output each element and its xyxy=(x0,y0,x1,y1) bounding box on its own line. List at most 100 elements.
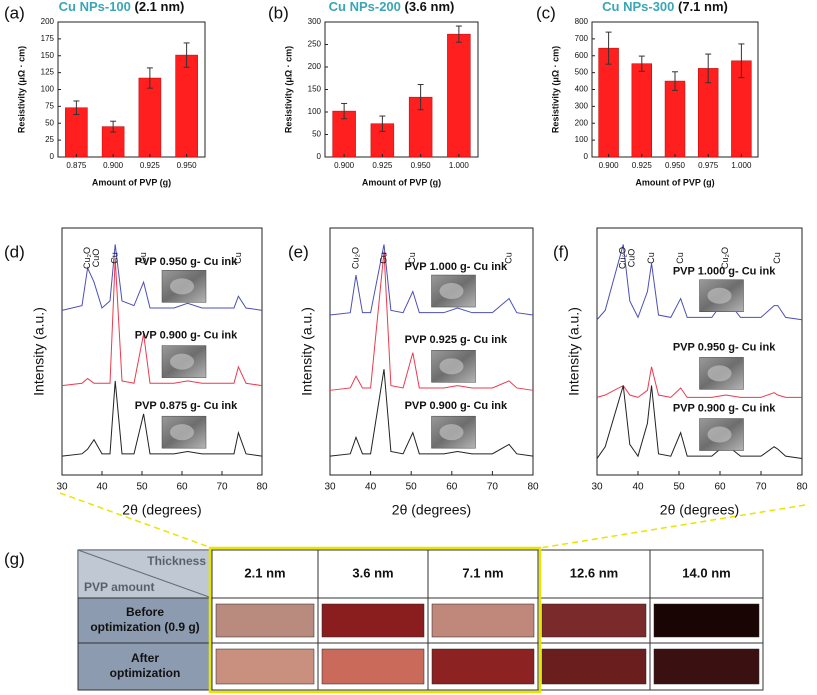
bar xyxy=(175,54,198,158)
x-tick-label: 0.950 xyxy=(665,161,686,170)
bar xyxy=(65,107,88,158)
y-tick-label: 800 xyxy=(575,17,589,26)
chart-title: Cu NPs-200 (3.6 nm) xyxy=(329,0,455,14)
ink-photo xyxy=(431,603,535,638)
sem-grain xyxy=(439,358,464,375)
highlight-box xyxy=(208,546,542,694)
peak-label: Cu xyxy=(233,252,243,264)
xrd-trace xyxy=(61,258,263,387)
peak-label: Cu₂O xyxy=(350,247,360,269)
y-tick-label: 0 xyxy=(50,152,55,161)
x-tick-label: 60 xyxy=(446,482,458,493)
xrd-trace xyxy=(61,380,263,457)
column-header: 14.0 nm xyxy=(682,565,730,580)
error-bar xyxy=(417,84,424,111)
series-label: PVP 1.000 g- Cu ink xyxy=(673,266,776,278)
y-axis-label: Resistivity (μΩ · cm) xyxy=(283,46,293,133)
plot-frame xyxy=(61,227,263,476)
series-label: PVP 1.000 g- Cu ink xyxy=(405,261,508,273)
y-tick-label: 100 xyxy=(575,135,589,144)
panel-label: (g) xyxy=(4,549,25,568)
header-cell xyxy=(211,549,319,599)
error-bar xyxy=(738,43,745,79)
row-header: optimization (0.9 g) xyxy=(90,620,199,634)
y-tick-label: 300 xyxy=(308,17,322,26)
ink-photo xyxy=(541,603,647,638)
ink-photo xyxy=(653,648,760,685)
column-header: 3.6 nm xyxy=(352,565,393,580)
row-header: After xyxy=(131,651,159,665)
peak-label: Cu₂O xyxy=(720,247,730,269)
x-tick-label: 0.950 xyxy=(411,161,432,170)
peak-label: Cu xyxy=(675,252,685,264)
xrd-trace xyxy=(329,244,534,316)
y-tick-label: 25 xyxy=(45,135,54,144)
peak-label: Cu₂O xyxy=(82,247,92,269)
y-tick-label: 300 xyxy=(575,101,589,110)
sem-grain xyxy=(707,426,732,443)
x-tick-label: 0.950 xyxy=(177,161,198,170)
zoom-line xyxy=(539,504,806,549)
x-tick-label: 80 xyxy=(527,482,539,493)
x-tick-label: 30 xyxy=(56,482,68,493)
x-tick-label: 70 xyxy=(216,482,228,493)
title-main: Cu NPs-100 xyxy=(59,0,131,14)
error-bar xyxy=(379,115,386,132)
series-label: PVP 0.875 g- Cu ink xyxy=(135,400,238,412)
x-tick-label: 1.000 xyxy=(449,161,470,170)
peak-label: Cu xyxy=(407,252,417,264)
y-tick-label: 100 xyxy=(41,85,55,94)
error-bar xyxy=(605,31,612,65)
title-main: Cu NPs-200 xyxy=(329,0,401,14)
ink-photo xyxy=(653,603,760,638)
peak-label: CuO xyxy=(627,249,637,268)
x-axis-label: Amount of PVP (g) xyxy=(92,177,171,187)
error-bar xyxy=(110,120,117,133)
bar xyxy=(631,63,653,158)
y-tick-label: 600 xyxy=(575,51,589,60)
ink-photo xyxy=(215,603,315,638)
chart-title: Cu NPs-300 (7.1 nm) xyxy=(602,0,728,14)
y-tick-label: 200 xyxy=(308,62,322,71)
x-axis-label: 2θ (degrees) xyxy=(660,502,739,518)
panel-label: (b) xyxy=(268,3,289,22)
bar xyxy=(447,33,471,158)
row-header: Before xyxy=(126,605,164,619)
series-label: PVP 0.900 g- Cu ink xyxy=(673,402,776,414)
header-cell xyxy=(427,549,539,599)
y-axis-label: Intensity (a.u.) xyxy=(31,307,47,396)
error-bar xyxy=(638,55,645,72)
x-tick-label: 60 xyxy=(176,482,188,493)
x-tick-label: 40 xyxy=(96,482,108,493)
peak-label: CuO xyxy=(91,249,101,268)
x-tick-label: 50 xyxy=(406,482,418,493)
series-label: PVP 0.950 g- Cu ink xyxy=(673,341,776,353)
panel-label: (a) xyxy=(4,3,25,22)
column-header: 7.1 nm xyxy=(462,565,503,580)
header-cell xyxy=(649,549,764,599)
x-tick-label: 0.925 xyxy=(140,161,161,170)
sem-grain xyxy=(707,365,732,382)
peak-label: Cu xyxy=(138,252,148,264)
x-tick-label: 0.975 xyxy=(698,161,719,170)
error-bar xyxy=(705,53,712,84)
ink-photo xyxy=(215,648,315,685)
xrd-trace xyxy=(596,366,802,398)
error-bar xyxy=(73,100,80,115)
x-tick-label: 50 xyxy=(673,482,685,493)
error-bar xyxy=(341,102,348,120)
panel-label: (e) xyxy=(288,242,309,261)
x-tick-label: 70 xyxy=(755,482,767,493)
x-tick-label: 0.900 xyxy=(599,161,620,170)
row-header-cell xyxy=(77,642,213,691)
peak-label: Cu xyxy=(378,252,388,264)
x-tick-label: 70 xyxy=(487,482,499,493)
series-label: PVP 0.925 g- Cu ink xyxy=(405,334,508,346)
x-tick-label: 80 xyxy=(256,482,268,493)
y-tick-label: 175 xyxy=(41,34,55,43)
bar xyxy=(138,77,162,158)
x-tick-label: 30 xyxy=(591,482,603,493)
x-tick-label: 0.900 xyxy=(334,161,355,170)
row-header: optimization xyxy=(110,666,181,680)
